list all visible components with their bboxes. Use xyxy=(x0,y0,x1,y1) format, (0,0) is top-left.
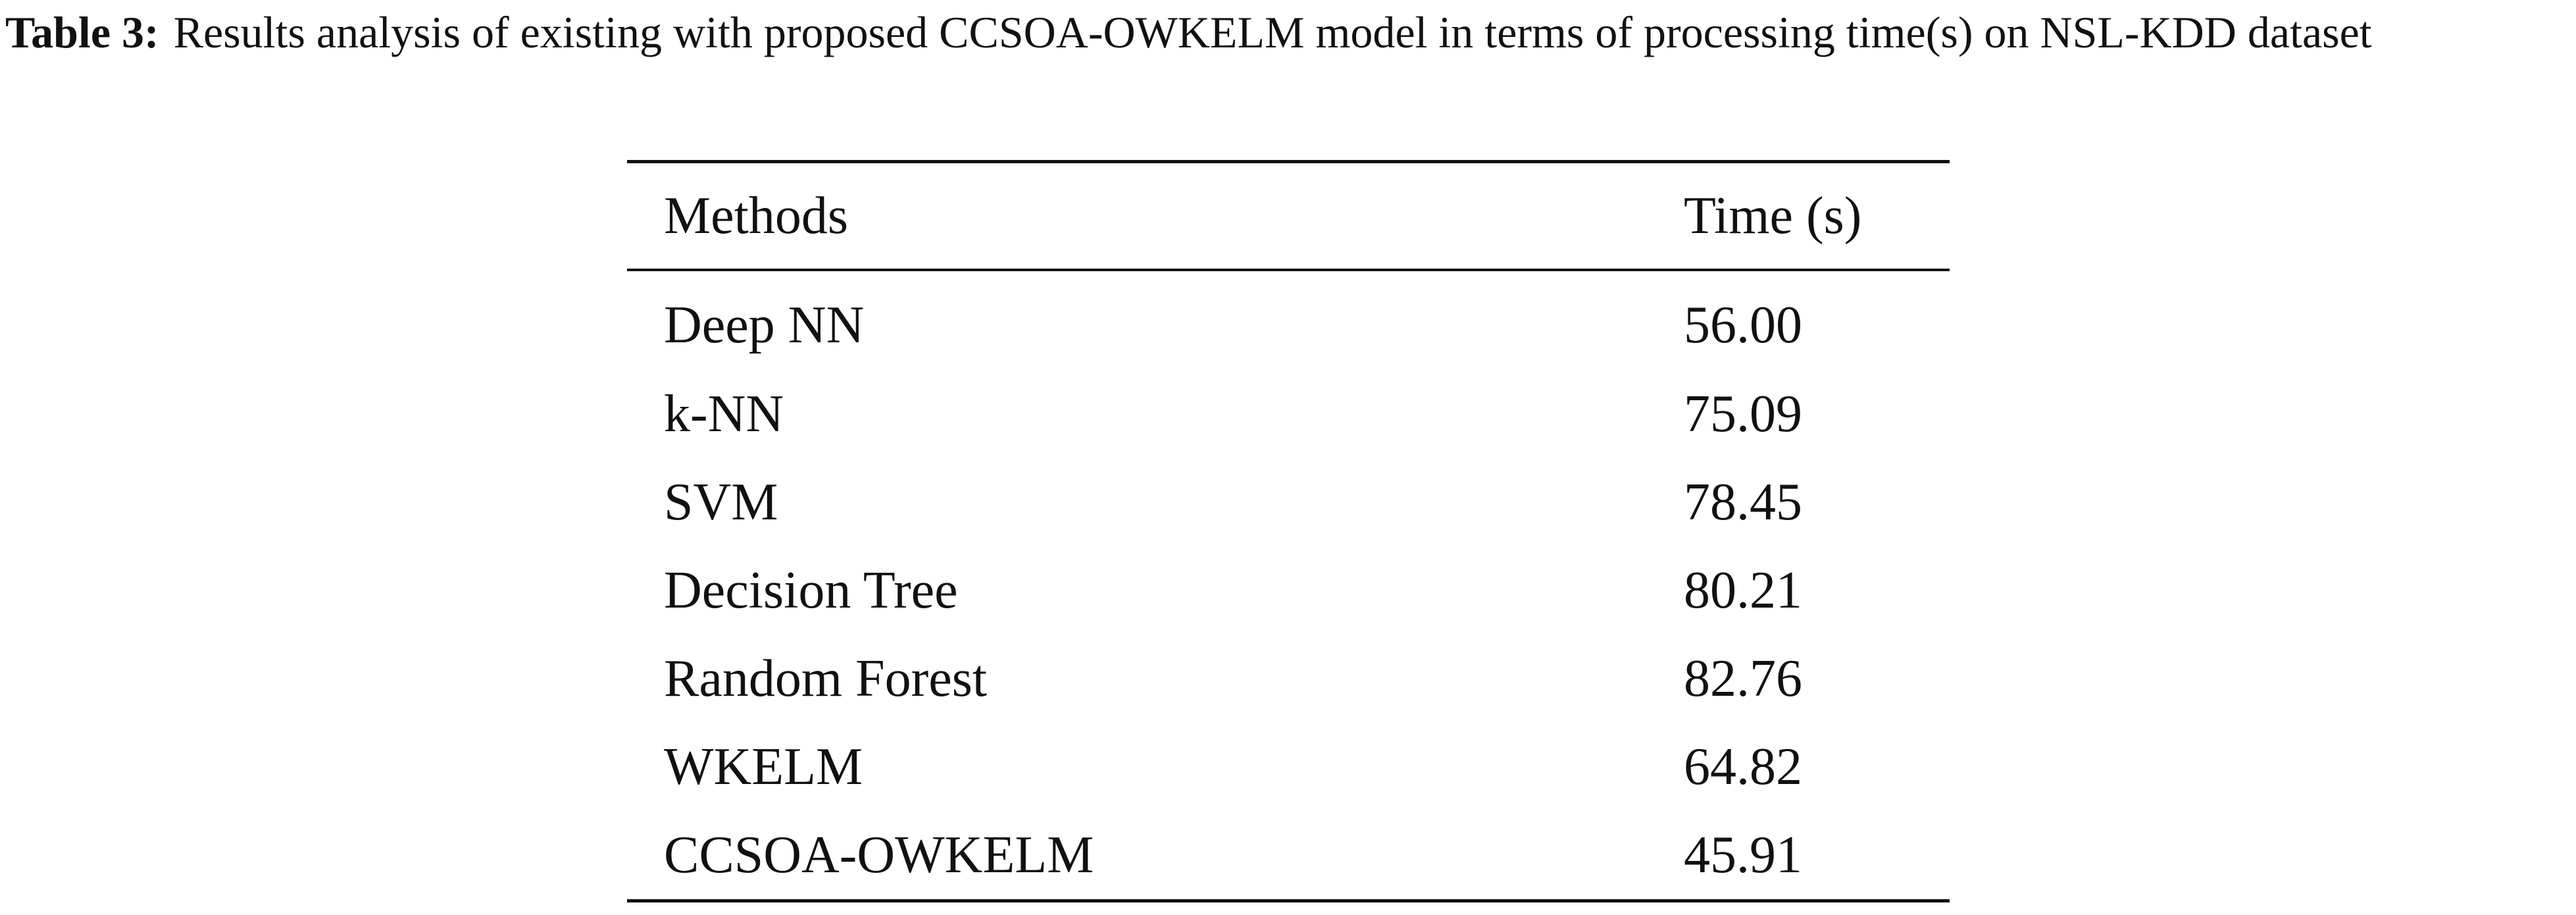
table-caption: Table 3: Results analysis of existing wit… xyxy=(5,1,2571,63)
header-methods: Methods xyxy=(664,186,848,245)
time-cell: 80.21 xyxy=(1684,561,1802,619)
time-cell: 64.82 xyxy=(1684,737,1802,796)
method-cell: SVM xyxy=(664,473,778,531)
table-row: WKELM 64.82 xyxy=(627,723,1950,811)
method-cell: WKELM xyxy=(664,737,863,796)
time-cell: 45.91 xyxy=(1684,825,1802,884)
table-row: Decision Tree 80.21 xyxy=(627,546,1950,635)
mid-rule xyxy=(627,269,1950,271)
table-row: CCSOA-OWKELM 45.91 xyxy=(627,811,1950,899)
caption-text: Results analysis of existing with propos… xyxy=(173,7,2372,57)
top-rule xyxy=(627,160,1950,163)
method-cell: Deep NN xyxy=(664,296,865,354)
table-row: Deep NN 56.00 xyxy=(627,271,1950,370)
time-cell: 75.09 xyxy=(1684,384,1802,443)
table-row: Random Forest 82.76 xyxy=(627,635,1950,723)
bottom-rule xyxy=(627,899,1950,902)
caption-label: Table 3: xyxy=(5,7,159,57)
method-cell: Random Forest xyxy=(664,649,988,708)
time-cell: 56.00 xyxy=(1684,296,1802,354)
results-table: Methods Time (s) Deep NN 56.00 k-NN 75.0… xyxy=(627,160,1950,902)
table-row: SVM 78.45 xyxy=(627,458,1950,546)
header-time: Time (s) xyxy=(1684,186,1862,245)
header-row: Methods Time (s) xyxy=(627,163,1950,269)
time-cell: 82.76 xyxy=(1684,649,1802,708)
method-cell: k-NN xyxy=(664,384,784,443)
time-cell: 78.45 xyxy=(1684,473,1802,531)
method-cell: CCSOA-OWKELM xyxy=(664,825,1094,884)
method-cell: Decision Tree xyxy=(664,561,958,619)
table-row: k-NN 75.09 xyxy=(627,370,1950,458)
